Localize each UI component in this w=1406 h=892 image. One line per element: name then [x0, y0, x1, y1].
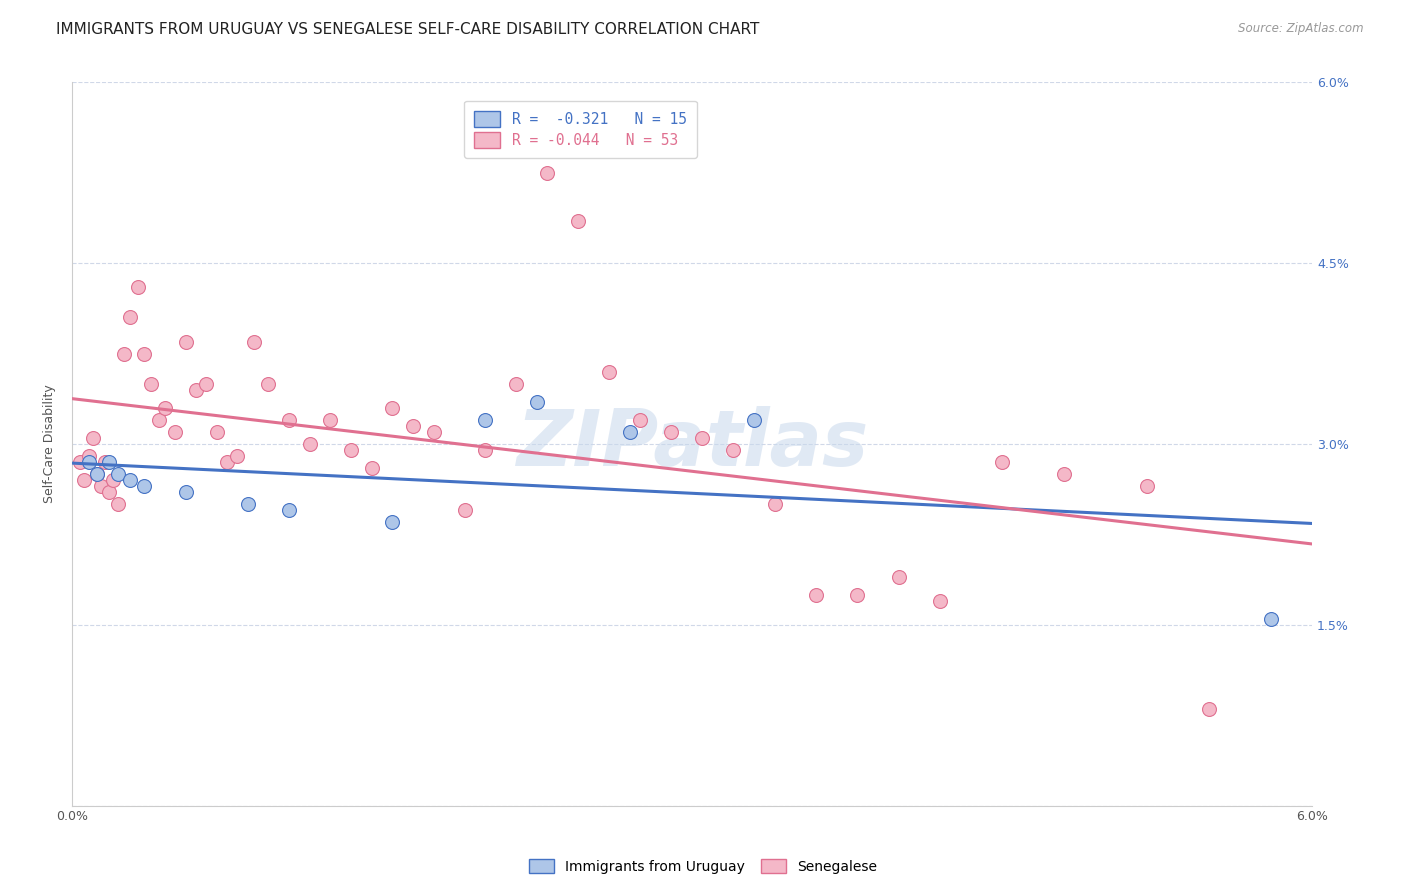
Point — [139, 376, 162, 391]
Point — [278, 413, 301, 427]
Point — [360, 461, 382, 475]
Point — [567, 214, 589, 228]
Point — [257, 376, 280, 391]
Point — [298, 437, 321, 451]
Y-axis label: Self-Care Disability: Self-Care Disability — [44, 384, 56, 503]
Point — [742, 413, 765, 427]
Point — [423, 425, 446, 439]
Point — [619, 425, 641, 439]
Point — [153, 401, 176, 415]
Point — [991, 455, 1014, 469]
Point — [340, 443, 363, 458]
Point — [217, 455, 239, 469]
Legend: Immigrants from Uruguay, Senegalese: Immigrants from Uruguay, Senegalese — [522, 853, 884, 880]
Point — [134, 346, 156, 360]
Point — [723, 443, 745, 458]
Point — [763, 497, 786, 511]
Point — [887, 569, 910, 583]
Point — [77, 455, 100, 469]
Point — [243, 334, 266, 349]
Point — [536, 166, 558, 180]
Point — [628, 413, 651, 427]
Point — [127, 280, 149, 294]
Point — [148, 413, 170, 427]
Point — [402, 419, 425, 434]
Point — [205, 425, 228, 439]
Point — [90, 479, 112, 493]
Point — [1198, 702, 1220, 716]
Point — [98, 485, 121, 500]
Point — [278, 503, 301, 517]
Point — [236, 497, 259, 511]
Point — [505, 376, 527, 391]
Point — [103, 473, 125, 487]
Point — [174, 485, 197, 500]
Point — [598, 365, 620, 379]
Point — [195, 376, 218, 391]
Point — [86, 467, 108, 482]
Point — [112, 346, 135, 360]
Legend: R =  -0.321   N = 15, R = -0.044   N = 53: R = -0.321 N = 15, R = -0.044 N = 53 — [464, 101, 697, 158]
Point — [69, 455, 91, 469]
Point — [118, 473, 141, 487]
Point — [661, 425, 683, 439]
Text: ZIPatlas: ZIPatlas — [516, 406, 869, 482]
Point — [134, 479, 156, 493]
Point — [77, 449, 100, 463]
Point — [98, 455, 121, 469]
Point — [846, 588, 869, 602]
Point — [804, 588, 827, 602]
Point — [73, 473, 96, 487]
Point — [474, 443, 496, 458]
Point — [118, 310, 141, 325]
Point — [226, 449, 249, 463]
Point — [82, 431, 104, 445]
Point — [165, 425, 187, 439]
Point — [526, 394, 548, 409]
Point — [1136, 479, 1159, 493]
Text: IMMIGRANTS FROM URUGUAY VS SENEGALESE SELF-CARE DISABILITY CORRELATION CHART: IMMIGRANTS FROM URUGUAY VS SENEGALESE SE… — [56, 22, 759, 37]
Point — [381, 516, 404, 530]
Point — [319, 413, 342, 427]
Point — [692, 431, 714, 445]
Point — [174, 334, 197, 349]
Point — [107, 497, 129, 511]
Point — [94, 455, 117, 469]
Point — [107, 467, 129, 482]
Point — [381, 401, 404, 415]
Point — [929, 593, 952, 607]
Point — [86, 467, 108, 482]
Point — [454, 503, 477, 517]
Point — [1260, 612, 1282, 626]
Point — [474, 413, 496, 427]
Text: Source: ZipAtlas.com: Source: ZipAtlas.com — [1239, 22, 1364, 36]
Point — [184, 383, 207, 397]
Point — [1053, 467, 1076, 482]
